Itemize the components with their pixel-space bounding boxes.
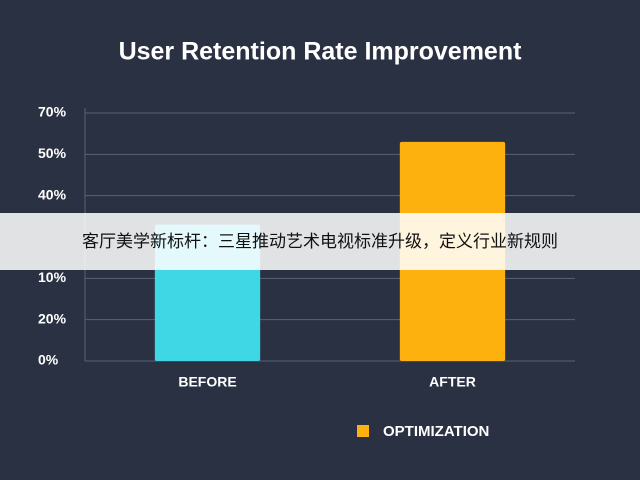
y-tick-label: 20% <box>38 310 67 326</box>
legend-label: OPTIMIZATION <box>383 423 489 440</box>
y-tick-label: 50% <box>38 145 67 161</box>
chart-title: User Retention Rate Improvement <box>119 38 523 66</box>
y-tick-label: 10% <box>38 269 67 285</box>
caption-banner <box>0 213 640 270</box>
y-tick-label: 40% <box>38 186 67 202</box>
y-tick-label: 70% <box>38 104 67 120</box>
y-tick-label: 0% <box>38 352 59 368</box>
caption-text: 客厅美学新标杆：三星推动艺术电视标准升级，定义行业新规则 <box>82 232 558 252</box>
x-tick-label: AFTER <box>429 374 476 390</box>
legend-swatch <box>357 425 369 437</box>
x-tick-label: BEFORE <box>178 374 236 390</box>
